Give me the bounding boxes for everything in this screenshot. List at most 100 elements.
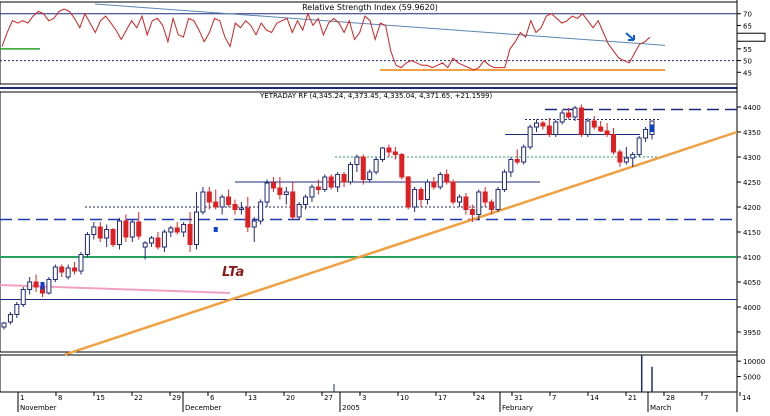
candle-body [168, 227, 174, 233]
rsi-line [1, 8, 651, 71]
candle-body [20, 289, 26, 305]
candle-body [591, 120, 597, 128]
candle-body [328, 176, 334, 188]
candle-body [270, 182, 276, 189]
candle-body [290, 191, 296, 218]
candle-body [476, 191, 482, 215]
candle-body [643, 129, 649, 139]
candle-body [367, 171, 373, 180]
candle-body [7, 314, 13, 323]
candle-body [335, 174, 341, 188]
price-tick-label: 4250 [743, 179, 761, 187]
candle-body [116, 220, 122, 245]
candle-body [424, 181, 430, 200]
candle-body [136, 221, 142, 237]
rsi-tick-label: 45 [743, 69, 752, 77]
candle-body [604, 130, 610, 135]
candle-body [598, 126, 604, 132]
rsi-tick-label: 70 [743, 11, 752, 19]
rsi-current-box [736, 32, 766, 42]
price-tick-label: 4200 [743, 204, 761, 212]
candle-body [405, 176, 411, 208]
candle-body [309, 186, 315, 198]
candle-body [508, 159, 514, 173]
candle-body [489, 201, 495, 210]
candle-body [623, 157, 629, 163]
candle-body [129, 221, 135, 238]
candle-body [59, 266, 65, 273]
month-label: March [650, 404, 671, 412]
candle-body [84, 234, 90, 255]
candle-body [373, 159, 379, 173]
candle-body [155, 237, 161, 248]
candle-body [174, 227, 180, 233]
candle-body [585, 120, 591, 135]
candle-body [347, 164, 353, 183]
candle-body [1, 322, 7, 328]
candle-body [482, 191, 488, 203]
candle-body [142, 242, 148, 248]
candle-body [226, 196, 232, 205]
candle-body [72, 267, 78, 272]
candle-body [123, 220, 129, 238]
candle-body [97, 226, 103, 239]
candle-body [578, 107, 584, 135]
price-tick-label: 4000 [743, 304, 761, 312]
candle-body [380, 147, 386, 160]
candle-body [360, 156, 366, 180]
month-label: February [502, 404, 533, 412]
x-tick-label: 8 [58, 394, 62, 402]
candle-body [617, 151, 623, 163]
candle-body [187, 224, 193, 245]
x-tick-label: 6 [210, 394, 215, 402]
candle-body [91, 226, 97, 235]
candle-body [78, 254, 84, 272]
x-tick-label: 7 [552, 394, 556, 402]
candle-body [296, 204, 302, 218]
candle-body [258, 201, 264, 222]
candle-body [33, 281, 39, 288]
candle-body [630, 154, 636, 159]
candle-body [540, 122, 546, 127]
lta-label: LTa [222, 265, 244, 280]
x-tick-label: 7 [704, 394, 708, 402]
candle-body [444, 174, 450, 183]
price-tick-label: 3950 [743, 329, 761, 337]
x-tick-label: 13 [248, 394, 257, 402]
x-tick-label: 28 [666, 394, 675, 402]
candle-body [495, 189, 501, 210]
candle-body [559, 112, 565, 123]
candle-body [437, 174, 443, 188]
volume-tick-label: 5000 [743, 374, 761, 382]
candle-body [418, 189, 424, 200]
x-tick-label: 24 [476, 394, 485, 402]
x-tick-label: 14 [590, 394, 599, 402]
price-tick-label: 4150 [743, 229, 761, 237]
candle-body [392, 151, 398, 155]
candle-body [527, 126, 533, 148]
candle-body [110, 229, 116, 245]
price-tick-label: 4300 [743, 154, 761, 162]
candle-body [52, 266, 58, 280]
x-tick-label: 20 [286, 394, 295, 402]
candle-body [251, 220, 257, 228]
candle-body [264, 182, 270, 203]
candle-body [566, 112, 572, 118]
candle-body [104, 229, 110, 239]
candle-body [322, 176, 328, 190]
x-tick-label: 1 [20, 394, 24, 402]
candle-body [450, 181, 456, 203]
candle-body [354, 156, 360, 165]
rsi-tick-label: 55 [743, 46, 752, 54]
price-tick-label: 4050 [743, 279, 761, 287]
price-panel-frame [0, 91, 738, 353]
price-tick-label: 4400 [743, 104, 761, 112]
candle-body [65, 267, 71, 278]
candle-body [283, 191, 289, 195]
candle-body [238, 207, 244, 210]
candle-body [534, 122, 540, 128]
candle-body [206, 191, 212, 203]
candle-body [315, 186, 321, 190]
